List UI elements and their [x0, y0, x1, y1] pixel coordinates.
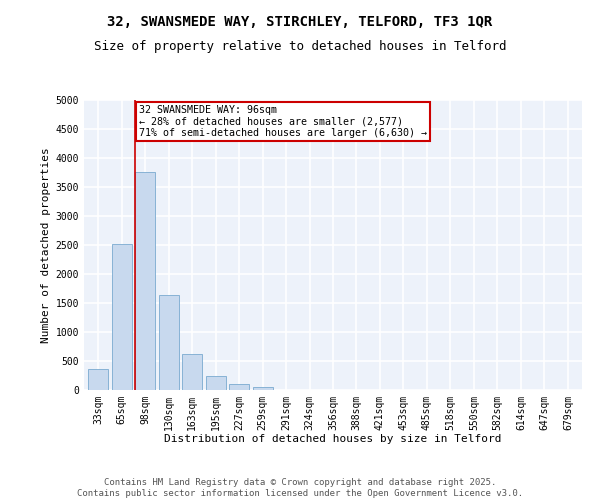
Text: 32 SWANSMEDE WAY: 96sqm
← 28% of detached houses are smaller (2,577)
71% of semi: 32 SWANSMEDE WAY: 96sqm ← 28% of detache… [139, 104, 427, 138]
Bar [206, 376, 226, 390]
Bar [135, 172, 155, 390]
Bar [253, 386, 272, 390]
Bar [112, 244, 131, 390]
Bar [182, 354, 202, 390]
X-axis label: Distribution of detached houses by size in Telford: Distribution of detached houses by size … [164, 434, 502, 444]
Text: Contains HM Land Registry data © Crown copyright and database right 2025.
Contai: Contains HM Land Registry data © Crown c… [77, 478, 523, 498]
Text: Size of property relative to detached houses in Telford: Size of property relative to detached ho… [94, 40, 506, 53]
Text: 32, SWANSMEDE WAY, STIRCHLEY, TELFORD, TF3 1QR: 32, SWANSMEDE WAY, STIRCHLEY, TELFORD, T… [107, 15, 493, 29]
Bar [88, 368, 108, 390]
Bar [158, 295, 179, 390]
Bar [229, 384, 249, 390]
Y-axis label: Number of detached properties: Number of detached properties [41, 147, 52, 343]
